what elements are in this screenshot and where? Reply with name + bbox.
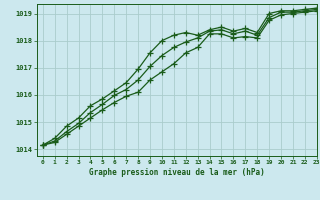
X-axis label: Graphe pression niveau de la mer (hPa): Graphe pression niveau de la mer (hPa) [89, 168, 265, 177]
